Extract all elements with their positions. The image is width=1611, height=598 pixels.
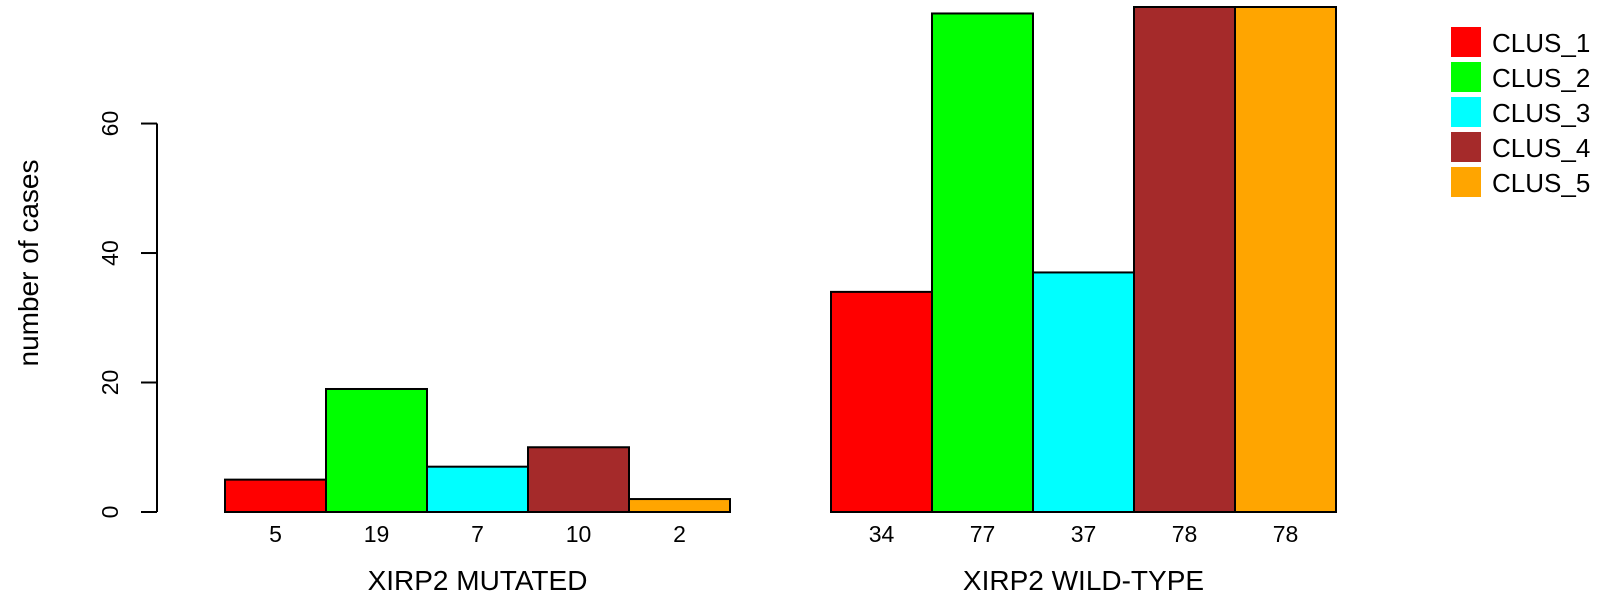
bar-count-label: 78 [1273,521,1299,547]
bar-clus_4 [1133,6,1236,513]
bar-clus_4 [527,446,630,513]
bar-count-label: 7 [471,521,484,547]
bar-clus_3 [1032,271,1135,514]
y-axis-title: number of cases [13,160,44,367]
group-labels: XIRP2 MUTATED XIRP2 WILD-TYPE [368,565,1205,596]
bar-count-label: 2 [673,521,686,547]
group-label: XIRP2 WILD-TYPE [963,565,1204,596]
legend-swatch [1451,167,1481,197]
y-tick-label: 0 [97,506,123,519]
legend: CLUS_1 CLUS_2 CLUS_3 CLUS_4 CLUS_5 [1451,27,1590,198]
bar-count-label: 19 [364,521,390,547]
y-tick-label: 60 [97,111,123,137]
bar-count-label: 34 [869,521,895,547]
bar-clus_3 [426,465,529,513]
legend-label: CLUS_4 [1492,133,1590,163]
legend-swatch [1451,62,1481,92]
bars [224,6,1337,514]
legend-swatch [1451,27,1481,57]
group-label: XIRP2 MUTATED [368,565,588,596]
y-axis: 0 20 40 60 [97,111,158,519]
bar-count-label: 10 [566,521,592,547]
bar-count-label: 78 [1172,521,1198,547]
legend-label: CLUS_3 [1492,98,1590,128]
y-tick-label: 20 [97,370,123,396]
bar-clus_5 [628,498,731,513]
legend-swatch [1451,132,1481,162]
bar-clus_2 [931,12,1034,513]
legend-label: CLUS_1 [1492,28,1590,58]
bar-count-label: 37 [1071,521,1097,547]
legend-label: CLUS_5 [1492,168,1590,198]
legend-swatch [1451,97,1481,127]
bar-labels: 5 19 7 10 2 34 77 37 78 78 [269,521,1298,547]
bar-count-label: 5 [269,521,282,547]
y-tick-label: 40 [97,240,123,266]
bar-clus_1 [830,290,933,513]
legend-label: CLUS_2 [1492,63,1590,93]
bar-count-label: 77 [970,521,996,547]
bar-clus_1 [224,478,327,513]
bar-clus_5 [1234,6,1337,513]
bar-clus_2 [325,387,428,513]
